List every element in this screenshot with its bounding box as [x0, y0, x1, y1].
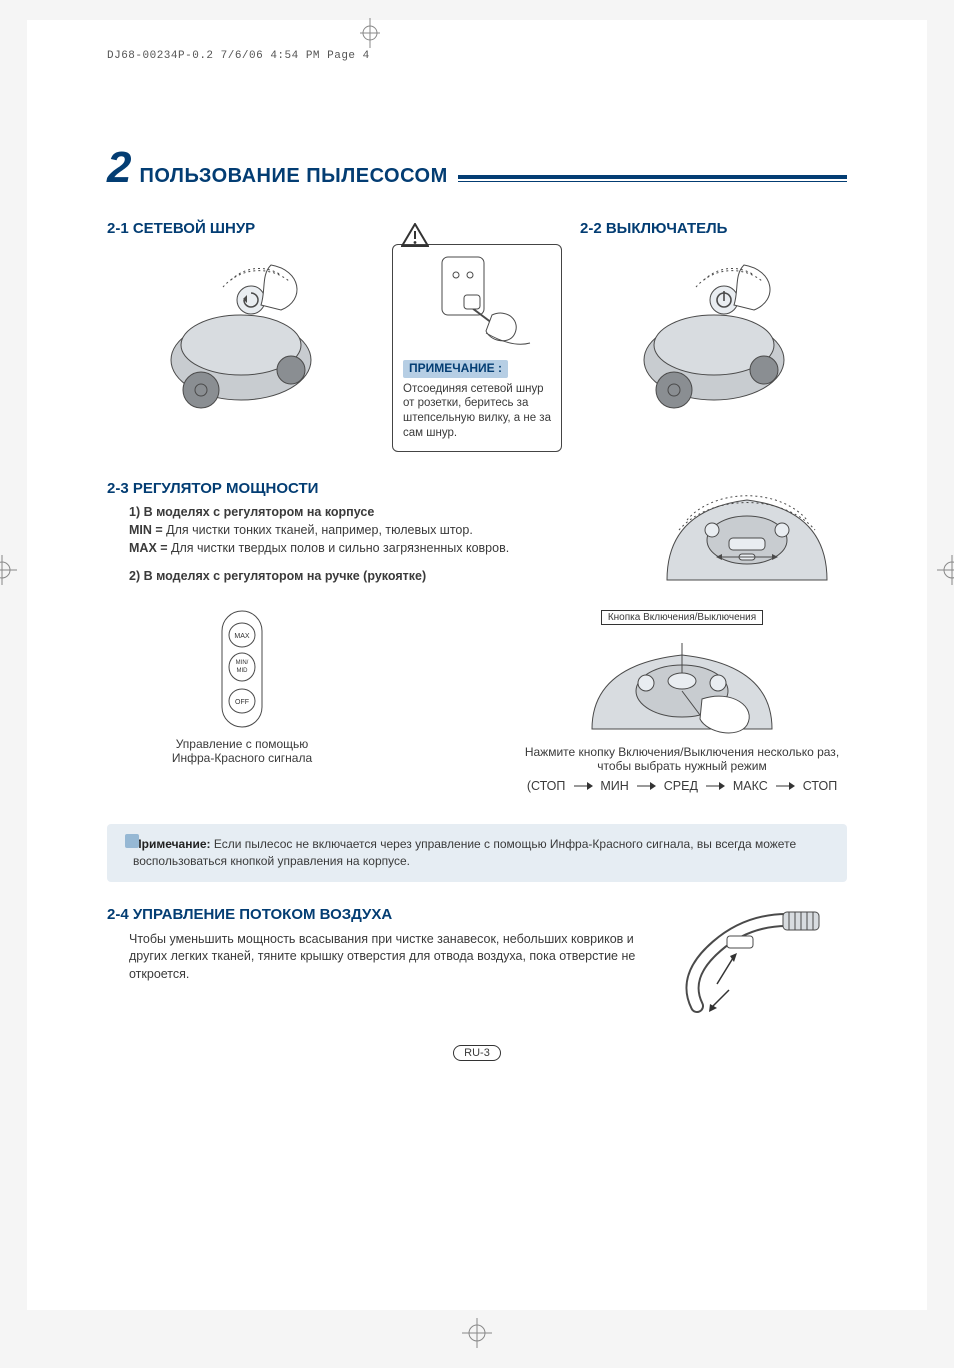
row-21-22: 2-1 СЕТЕВОЙ ШНУР: [107, 220, 847, 452]
heading-2-2: 2-2 ВЫКЛЮЧАТЕЛЬ: [580, 220, 847, 237]
min-text: Для чистки тонких тканей, например, тюле…: [166, 523, 473, 537]
max-text: Для чистки твердых полов и сильно загряз…: [171, 541, 509, 555]
chapter-title: ПОЛЬЗОВАНИЕ ПЫЛЕСОСОМ: [139, 165, 447, 188]
note-box: ПРИМЕЧАНИЕ : Отсоединяя сетевой шнур от …: [392, 244, 562, 452]
min-row: MIN = Для чистки тонких тканей, например…: [129, 523, 639, 537]
svg-text:MAX: MAX: [234, 633, 250, 640]
body-press-illustration: [582, 629, 782, 739]
svg-text:OFF: OFF: [235, 699, 249, 706]
section-2-3: 2-3 РЕГУЛЯТОР МОЩНОСТИ 1) В моделях с ре…: [107, 480, 847, 794]
max-label: MAX =: [129, 541, 168, 555]
chapter-number: 2: [107, 146, 131, 190]
illustration-cord: [107, 245, 374, 415]
mode-1: МИН: [600, 779, 628, 793]
mode-4: СТОП: [803, 779, 837, 793]
arrow-icon: [705, 780, 725, 794]
illustration-switch: [580, 245, 847, 415]
chapter-rule: [458, 175, 847, 182]
note-column: ПРИМЕЧАНИЕ : Отсоединяя сетевой шнур от …: [392, 220, 562, 452]
ir-caption-2: Инфра-Красного сигнала: [107, 751, 377, 765]
arrow-icon: [775, 780, 795, 794]
svg-text:MID: MID: [237, 668, 249, 674]
arrow-icon: [573, 780, 593, 794]
body-button-label: Кнопка Включения/Выключения: [601, 610, 763, 625]
mode-0: (СТОП: [527, 779, 566, 793]
mode-3: МАКС: [733, 779, 768, 793]
note-bar-text: Если пылесос не включается через управле…: [133, 837, 796, 868]
mode-2: СРЕД: [664, 779, 698, 793]
illustration-airflow: [677, 906, 847, 1021]
row-23b: MAX MIN/ MID OFF Управление с помощью Ин…: [107, 609, 847, 794]
body-caption-2: чтобы выбрать нужный режим: [517, 759, 847, 773]
outlet-illustration: [403, 253, 551, 354]
heading-2-4: 2-4 УПРАВЛЕНИЕ ПОТОКОМ ВОЗДУХА: [107, 906, 647, 923]
crop-mark-icon: [462, 1318, 492, 1348]
print-header: DJ68-00234P-0.2 7/6/06 4:54 PM Page 4: [107, 50, 847, 62]
arrow-icon: [636, 780, 656, 794]
item1-heading: 1) В моделях с регулятором на корпусе: [129, 505, 639, 519]
note-text: Отсоединяя сетевой шнур от розетки, бери…: [403, 382, 551, 442]
col-ir-remote: MAX MIN/ MID OFF Управление с помощью Ин…: [107, 609, 377, 794]
heading-2-1: 2-1 СЕТЕВОЙ ШНУР: [107, 220, 374, 237]
svg-text:MIN/: MIN/: [236, 660, 249, 666]
chapter-header: 2 ПОЛЬЗОВАНИЕ ПЫЛЕСОСОМ: [107, 146, 847, 190]
max-row: MAX = Для чистки твердых полов и сильно …: [129, 541, 639, 555]
min-label: MIN =: [129, 523, 163, 537]
note-label: ПРИМЕЧАНИЕ :: [403, 360, 508, 378]
col-23-text: 2-3 РЕГУЛЯТОР МОЩНОСТИ 1) В моделях с ре…: [107, 480, 639, 583]
illustration-body-dial: [657, 480, 847, 595]
crop-mark-icon: [937, 555, 954, 585]
row-23a: 2-3 РЕГУЛЯТОР МОЩНОСТИ 1) В моделях с ре…: [107, 480, 847, 595]
note-bar-label: Примечание:: [133, 837, 211, 851]
crop-mark-icon: [355, 18, 385, 48]
mode-sequence: (СТОП МИН СРЕД МАКС СТОП: [517, 779, 847, 794]
page: DJ68-00234P-0.2 7/6/06 4:54 PM Page 4 2 …: [27, 20, 927, 1310]
para-2-4: Чтобы уменьшить мощность всасывания при …: [129, 931, 647, 984]
heading-2-3: 2-3 РЕГУЛЯТОР МОЩНОСТИ: [107, 480, 639, 497]
page-number: RU-3: [453, 1045, 501, 1061]
crop-mark-icon: [0, 555, 17, 585]
ir-caption-1: Управление с помощью: [107, 737, 377, 751]
note-bar: Примечание: Если пылесос не включается ч…: [107, 824, 847, 882]
section-2-2: 2-2 ВЫКЛЮЧАТЕЛЬ: [580, 220, 847, 415]
col-body-control: Кнопка Включения/Выключения Нажмите кноп…: [517, 609, 847, 794]
item2-heading: 2) В моделях с регулятором на ручке (рук…: [129, 569, 639, 583]
section-2-1: 2-1 СЕТЕВОЙ ШНУР: [107, 220, 374, 415]
warning-icon: [401, 223, 429, 252]
col-24-text: 2-4 УПРАВЛЕНИЕ ПОТОКОМ ВОЗДУХА Чтобы уме…: [107, 906, 647, 984]
section-2-4: 2-4 УПРАВЛЕНИЕ ПОТОКОМ ВОЗДУХА Чтобы уме…: [107, 906, 847, 1021]
body-caption-1: Нажмите кнопку Включения/Выключения неск…: [517, 745, 847, 759]
remote-illustration: MAX MIN/ MID OFF: [214, 609, 270, 729]
